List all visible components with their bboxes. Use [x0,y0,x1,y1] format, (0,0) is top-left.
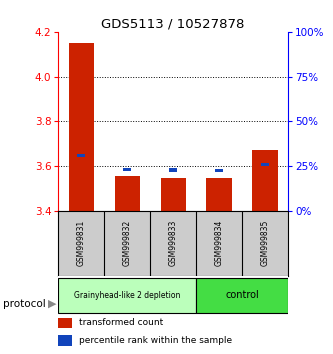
Text: protocol: protocol [3,299,46,309]
Text: percentile rank within the sample: percentile rank within the sample [79,336,232,345]
Text: control: control [225,290,259,300]
Text: GSM999832: GSM999832 [123,220,132,266]
Text: ▶: ▶ [48,299,57,309]
Bar [261,163,269,166]
Bar [169,169,177,172]
Bar [77,154,85,157]
Text: GSM999835: GSM999835 [260,220,270,266]
Bar [69,43,94,211]
Bar [161,178,186,211]
Text: Grainyhead-like 2 depletion: Grainyhead-like 2 depletion [74,291,180,300]
Bar [58,278,196,313]
Bar [215,169,223,172]
Bar [252,150,278,211]
Text: GSM999833: GSM999833 [168,220,178,266]
Bar [58,336,72,346]
Bar [206,178,232,211]
Text: transformed count: transformed count [79,319,163,327]
Title: GDS5113 / 10527878: GDS5113 / 10527878 [102,18,245,31]
Text: GSM999831: GSM999831 [77,220,86,266]
Bar [115,176,140,211]
Bar [58,318,72,328]
Bar [196,278,288,313]
Bar [123,168,131,171]
Text: GSM999834: GSM999834 [214,220,224,266]
